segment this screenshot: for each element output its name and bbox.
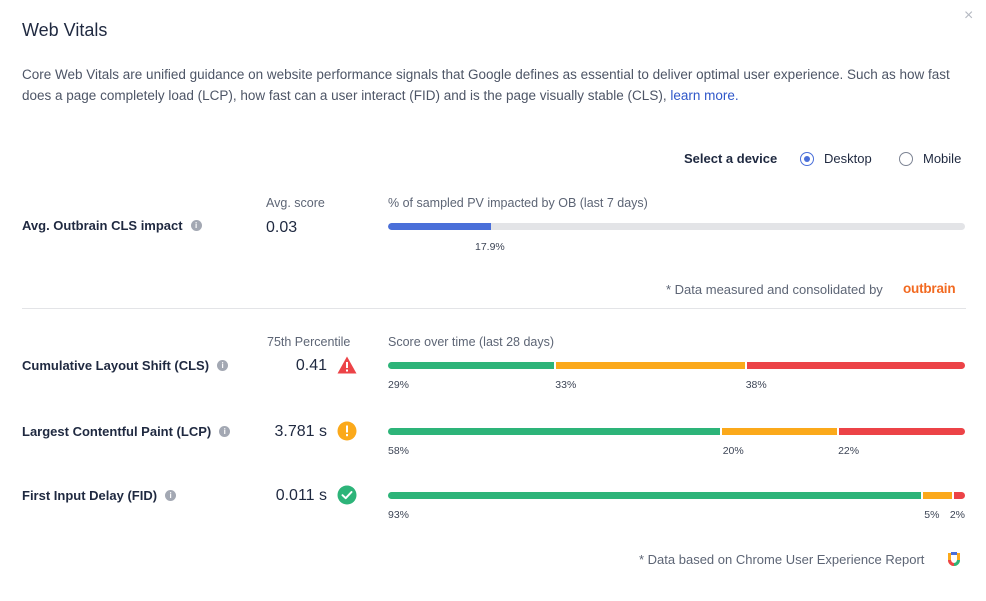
score-segment	[745, 362, 965, 369]
desktop-option[interactable]	[800, 152, 814, 166]
vital-row-label-wrap: Cumulative Layout Shift (CLS) i	[22, 358, 229, 373]
segment-percent-label: 33%	[555, 379, 577, 391]
score-segment	[720, 428, 837, 435]
score-segment	[951, 492, 965, 499]
warning-triangle-icon	[337, 355, 357, 380]
close-icon[interactable]: ×	[964, 7, 974, 24]
impacted-pv-header: % of sampled PV impacted by OB (last 7 d…	[388, 196, 648, 210]
segment-percent-label: 20%	[722, 445, 744, 457]
section-divider	[22, 308, 966, 309]
mobile-option[interactable]	[899, 152, 913, 166]
segment-percent-label: 2%	[949, 509, 965, 521]
impacted-pv-label: 17.9%	[475, 241, 505, 253]
segment-percent-label: 58%	[388, 445, 410, 457]
desktop-radio[interactable]	[800, 152, 814, 166]
info-icon[interactable]: i	[190, 220, 202, 231]
mobile-radio[interactable]	[899, 152, 913, 166]
segment-percent-label: 93%	[388, 509, 410, 521]
score-over-time-header: Score over time (last 28 days)	[388, 335, 555, 349]
chrome-ux-report-icon	[946, 551, 962, 572]
vital-percentile-value: 0.41	[295, 357, 327, 374]
dialog-description: Core Web Vitals are unified guidance on …	[22, 64, 970, 106]
outbrain-logo: outbrain	[903, 281, 956, 296]
vital-percentile-value: 0.011 s	[275, 487, 327, 504]
score-over-time-bar	[388, 492, 965, 499]
score-segment	[388, 428, 721, 435]
avg-score-value: 0.03	[266, 219, 298, 236]
exclamation-circle-icon	[337, 421, 357, 446]
outbrain-cls-label: Avg. Outbrain CLS impact	[22, 218, 183, 233]
vital-label: First Input Delay (FID)	[22, 488, 158, 503]
percentile-header: 75th Percentile	[267, 335, 351, 349]
mobile-label[interactable]: Mobile	[923, 151, 962, 166]
impacted-pv-fill	[388, 223, 492, 230]
info-icon[interactable]: i	[219, 426, 231, 437]
learn-more-link[interactable]: learn more.	[670, 88, 739, 103]
info-icon[interactable]: i	[217, 360, 229, 371]
score-over-time-bar	[388, 428, 965, 435]
vital-row-label-wrap: First Input Delay (FID) i	[22, 488, 177, 503]
device-select-label: Select a device	[684, 151, 778, 166]
info-icon[interactable]: i	[165, 490, 177, 501]
segment-percent-label: 22%	[838, 445, 860, 457]
outbrain-data-note: * Data measured and consolidated by	[666, 282, 883, 297]
checkmark-circle-icon	[337, 485, 357, 510]
impacted-pv-bar	[388, 223, 965, 230]
outbrain-cls-row: Avg. Outbrain CLS impact i	[22, 218, 202, 233]
description-text: Core Web Vitals are unified guidance on …	[22, 67, 950, 103]
vital-row-label-wrap: Largest Contentful Paint (LCP) i	[22, 424, 231, 439]
segment-percent-label: 5%	[924, 509, 940, 521]
vital-percentile-value: 3.781 s	[274, 423, 327, 440]
segment-percent-label: 29%	[388, 379, 410, 391]
dialog-title: Web Vitals	[22, 20, 108, 40]
score-segment	[388, 492, 921, 499]
segment-percent-label: 38%	[745, 379, 767, 391]
vital-label: Cumulative Layout Shift (CLS)	[22, 358, 210, 373]
score-over-time-bar	[388, 362, 965, 369]
score-segment	[388, 362, 555, 369]
score-segment	[554, 362, 746, 369]
crux-data-note: * Data based on Chrome User Experience R…	[639, 552, 925, 567]
score-segment	[836, 428, 965, 435]
desktop-label[interactable]: Desktop	[824, 151, 872, 166]
avg-score-header: Avg. score	[266, 196, 325, 210]
score-segment	[920, 492, 952, 499]
vital-label: Largest Contentful Paint (LCP)	[22, 424, 212, 439]
